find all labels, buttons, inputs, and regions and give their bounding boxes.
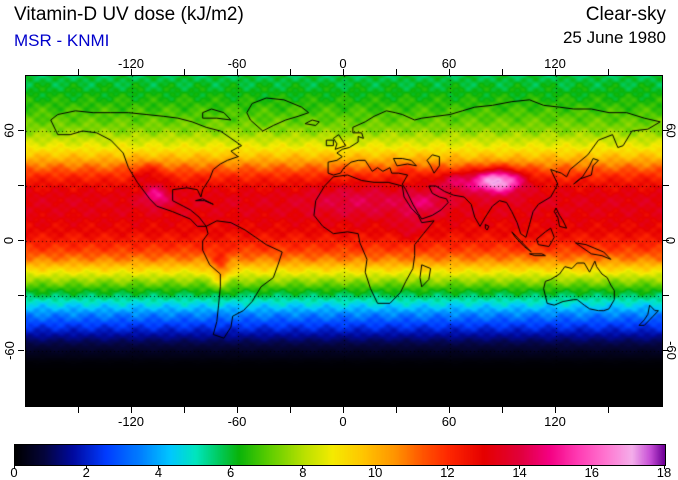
colorbar-label: 6 <box>227 465 235 480</box>
figure-condition: Clear-sky <box>585 4 666 25</box>
lon-tick-bottom <box>77 407 79 413</box>
lon-tick-top <box>395 69 397 75</box>
lat-tick-right <box>663 184 669 186</box>
lon-label-top: -120 <box>117 56 145 71</box>
lon-label-bottom: 120 <box>544 414 566 429</box>
colorbar-label: 12 <box>440 465 455 480</box>
lat-label-left: 60 <box>1 122 17 138</box>
map-frame <box>25 75 663 407</box>
lat-tick-left <box>18 129 24 131</box>
lon-tick-top <box>130 69 132 75</box>
colorbar-label: 4 <box>154 465 163 480</box>
colorbar-tick <box>591 466 593 469</box>
lon-label-top: 120 <box>544 56 566 71</box>
colorbar-gradient-canvas <box>15 445 665 465</box>
lon-tick-bottom <box>130 407 132 413</box>
lon-tick-bottom <box>236 407 238 413</box>
lon-tick-bottom <box>289 407 291 413</box>
lon-tick-top <box>342 69 344 75</box>
lon-label-top: 0 <box>339 56 347 71</box>
lon-tick-top <box>183 69 185 75</box>
colorbar-tick <box>302 466 304 469</box>
lon-tick-bottom <box>395 407 397 413</box>
colorbar-label: 10 <box>367 465 383 480</box>
lon-tick-bottom <box>448 407 450 413</box>
lon-label-bottom: 0 <box>339 414 347 429</box>
lon-label-top: 60 <box>441 56 457 71</box>
lon-tick-top <box>77 69 79 75</box>
lon-label-bottom: 60 <box>441 414 457 429</box>
uv-dose-heatmap-canvas <box>26 76 662 406</box>
lon-tick-top <box>501 69 503 75</box>
lat-label-left: 0 <box>1 236 17 244</box>
lon-tick-bottom <box>183 407 185 413</box>
colorbar-tick <box>663 466 665 469</box>
lat-label-right: -60 <box>663 340 678 360</box>
lon-tick-top <box>289 69 291 75</box>
colorbar-label: 18 <box>656 465 672 480</box>
figure-title: Vitamin-D UV dose (kJ/m2) <box>14 4 244 25</box>
colorbar-frame <box>14 444 666 466</box>
colorbar-tick <box>230 466 232 469</box>
lon-tick-top <box>607 69 609 75</box>
colorbar-tick <box>374 466 376 469</box>
colorbar-tick <box>157 466 159 469</box>
colorbar-tick <box>519 466 521 469</box>
lat-label-left: -60 <box>1 340 17 360</box>
colorbar-label: 2 <box>82 465 90 480</box>
lat-tick-right <box>663 294 669 296</box>
lon-tick-bottom <box>554 407 556 413</box>
colorbar-tick <box>13 466 15 469</box>
lat-tick-left <box>18 349 24 351</box>
lat-tick-left <box>18 239 24 241</box>
figure-source: MSR - KNMI <box>14 31 110 50</box>
lon-tick-bottom <box>342 407 344 413</box>
lat-label-right: 0 <box>663 236 678 244</box>
lat-tick-left <box>18 294 24 296</box>
lat-label-right: 60 <box>663 122 678 138</box>
lon-tick-bottom <box>607 407 609 413</box>
colorbar-label: 0 <box>10 465 18 480</box>
lon-label-bottom: -60 <box>227 414 247 429</box>
lat-tick-right <box>663 129 669 131</box>
lon-tick-bottom <box>501 407 503 413</box>
lat-tick-right <box>663 349 669 351</box>
lat-tick-right <box>663 239 669 241</box>
lon-label-bottom: -120 <box>117 414 145 429</box>
colorbar-label: 14 <box>512 465 527 480</box>
colorbar-tick <box>446 466 448 469</box>
colorbar-tick <box>85 466 87 469</box>
lon-label-top: -60 <box>227 56 247 71</box>
lat-tick-left <box>18 184 24 186</box>
colorbar-label: 16 <box>584 465 599 480</box>
lon-tick-top <box>448 69 450 75</box>
figure-date: 25 June 1980 <box>562 28 666 47</box>
lon-tick-top <box>554 69 556 75</box>
lon-tick-top <box>236 69 238 75</box>
colorbar-label: 8 <box>299 465 307 480</box>
